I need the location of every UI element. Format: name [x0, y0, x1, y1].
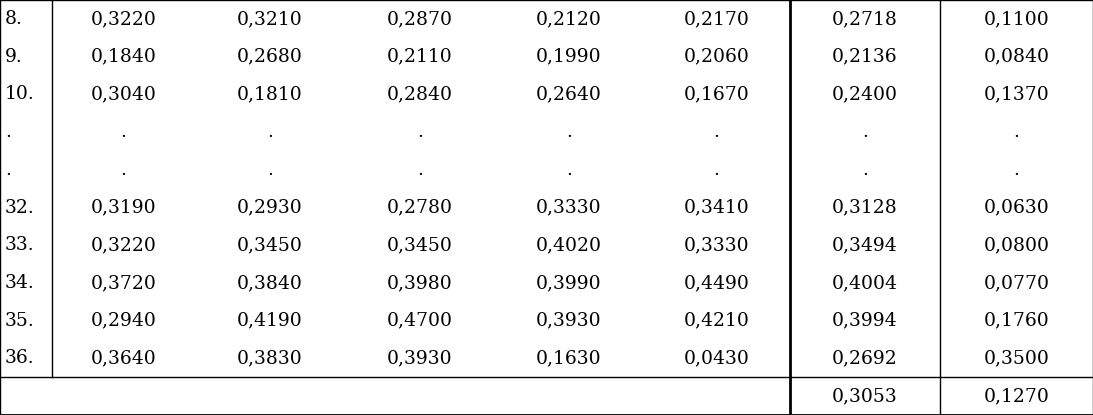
Text: .: . [714, 123, 719, 141]
Text: 0,3994: 0,3994 [832, 312, 897, 330]
Text: .: . [120, 123, 127, 141]
Text: 0,3980: 0,3980 [387, 274, 453, 292]
Text: 0,0430: 0,0430 [683, 349, 750, 367]
Text: 0,3330: 0,3330 [537, 198, 602, 217]
Text: .: . [566, 161, 572, 179]
Text: 0,3053: 0,3053 [832, 387, 897, 405]
Text: 0,2060: 0,2060 [683, 48, 750, 66]
Text: 0,2870: 0,2870 [387, 10, 453, 28]
Text: 0,4700: 0,4700 [387, 312, 453, 330]
Text: 0,4190: 0,4190 [237, 312, 303, 330]
Text: 0,2110: 0,2110 [387, 48, 453, 66]
Text: 0,2680: 0,2680 [237, 48, 303, 66]
Text: 0,3830: 0,3830 [237, 349, 303, 367]
Text: 0,4490: 0,4490 [683, 274, 750, 292]
Text: 36.: 36. [5, 349, 35, 367]
Text: 0,1670: 0,1670 [683, 85, 750, 103]
Text: 0,4004: 0,4004 [832, 274, 898, 292]
Text: 32.: 32. [5, 198, 35, 217]
Text: .: . [1013, 161, 1020, 179]
Text: .: . [1013, 123, 1020, 141]
Text: 0,3990: 0,3990 [537, 274, 602, 292]
Text: .: . [566, 123, 572, 141]
Text: 0,3494: 0,3494 [832, 236, 897, 254]
Text: .: . [267, 161, 273, 179]
Text: 0,2170: 0,2170 [683, 10, 750, 28]
Text: 0,1810: 0,1810 [237, 85, 303, 103]
Text: .: . [418, 123, 423, 141]
Text: 0,3930: 0,3930 [537, 312, 602, 330]
Text: 0,3720: 0,3720 [91, 274, 156, 292]
Text: 34.: 34. [5, 274, 35, 292]
Text: 0,3410: 0,3410 [683, 198, 750, 217]
Text: 0,1100: 0,1100 [984, 10, 1049, 28]
Text: 0,0800: 0,0800 [984, 236, 1049, 254]
Text: 0,0770: 0,0770 [984, 274, 1049, 292]
Text: 0,3450: 0,3450 [387, 236, 453, 254]
Text: 0,0840: 0,0840 [984, 48, 1049, 66]
Text: 10.: 10. [5, 85, 35, 103]
Text: 9.: 9. [5, 48, 23, 66]
Text: 0,2718: 0,2718 [832, 10, 898, 28]
Text: 0,3190: 0,3190 [91, 198, 156, 217]
Text: 0,1370: 0,1370 [984, 85, 1049, 103]
Text: 0,3330: 0,3330 [684, 236, 750, 254]
Text: 0,1630: 0,1630 [537, 349, 602, 367]
Text: .: . [267, 123, 273, 141]
Text: 0,2400: 0,2400 [832, 85, 898, 103]
Text: 0,3450: 0,3450 [237, 236, 303, 254]
Text: 33.: 33. [5, 236, 35, 254]
Text: .: . [5, 161, 11, 179]
Text: 0,3500: 0,3500 [984, 349, 1049, 367]
Text: 0,2120: 0,2120 [536, 10, 602, 28]
Text: .: . [418, 161, 423, 179]
Text: 0,2640: 0,2640 [536, 85, 602, 103]
Text: 0,4020: 0,4020 [536, 236, 602, 254]
Text: 0,3128: 0,3128 [832, 198, 897, 217]
Text: 0,2940: 0,2940 [91, 312, 156, 330]
Text: 8.: 8. [5, 10, 23, 28]
Text: 0,1760: 0,1760 [984, 312, 1049, 330]
Text: .: . [120, 161, 127, 179]
Text: 0,3210: 0,3210 [237, 10, 303, 28]
Text: 0,2136: 0,2136 [832, 48, 897, 66]
Text: 0,3220: 0,3220 [91, 10, 156, 28]
Text: 35.: 35. [5, 312, 35, 330]
Text: 0,3220: 0,3220 [91, 236, 156, 254]
Text: 0,2780: 0,2780 [387, 198, 453, 217]
Text: .: . [714, 161, 719, 179]
Text: 0,2692: 0,2692 [832, 349, 897, 367]
Text: .: . [5, 123, 11, 141]
Text: 0,1990: 0,1990 [537, 48, 602, 66]
Text: 0,2930: 0,2930 [237, 198, 303, 217]
Text: 0,3040: 0,3040 [91, 85, 156, 103]
Text: 0,1270: 0,1270 [984, 387, 1049, 405]
Text: 0,1840: 0,1840 [91, 48, 156, 66]
Text: 0,2840: 0,2840 [387, 85, 453, 103]
Text: 0,4210: 0,4210 [683, 312, 750, 330]
Text: 0,3840: 0,3840 [237, 274, 303, 292]
Text: .: . [862, 123, 868, 141]
Text: 0,3640: 0,3640 [91, 349, 156, 367]
Text: 0,3930: 0,3930 [387, 349, 453, 367]
Text: .: . [862, 161, 868, 179]
Text: 0,0630: 0,0630 [984, 198, 1049, 217]
